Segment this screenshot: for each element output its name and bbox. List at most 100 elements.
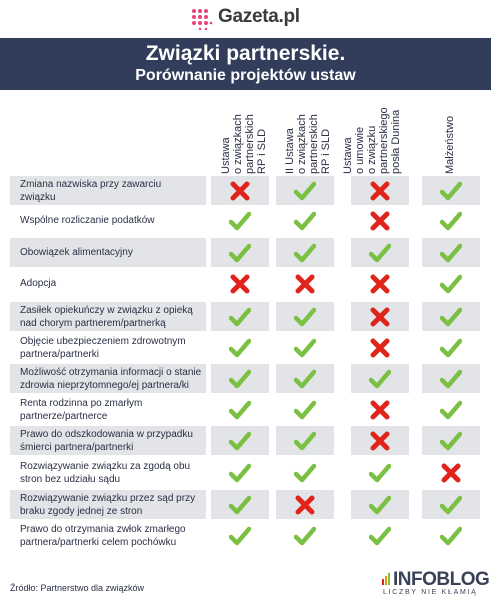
row-label: Obowiązek alimentacyjny — [20, 247, 133, 258]
cell-no — [351, 176, 409, 205]
cross-icon — [370, 338, 390, 357]
cell-yes — [211, 206, 269, 235]
cell-yes — [422, 426, 480, 455]
table-row: Rozwiązywanie związku przez sąd przy bra… — [10, 490, 481, 519]
cell-no — [422, 458, 480, 487]
check-icon — [440, 211, 462, 230]
cross-icon — [230, 181, 250, 200]
row-label: Wspólne rozliczanie podatków — [20, 215, 155, 226]
row-label: Objęcie ubezpieczeniem zdrowotnym partne… — [20, 336, 186, 360]
row-label: Zasiłek opiekuńczy w związku z opieką na… — [20, 305, 193, 329]
table-row: Obowiązek alimentacyjny — [10, 238, 481, 267]
table-row: Renta rodzinna po zmarłym partnerze/part… — [10, 395, 481, 424]
cross-icon — [295, 274, 315, 293]
check-icon — [294, 431, 316, 450]
cross-icon — [230, 274, 250, 293]
table-row: Wspólne rozliczanie podatków — [10, 206, 481, 235]
table-row: Prawo do otrzymania zwłok zmarłego partn… — [10, 521, 481, 550]
cell-yes — [211, 521, 269, 550]
check-icon — [440, 431, 462, 450]
column-header-2: II Ustawa o związkach partnerskich RP i … — [282, 96, 334, 174]
cell-yes — [276, 302, 334, 331]
cell-yes — [276, 364, 334, 393]
column-header-4: Małżeństwo — [424, 96, 476, 174]
cell-yes — [351, 490, 409, 519]
cell-yes — [351, 458, 409, 487]
table-row: Możliwość otrzymania informacji o stanie… — [10, 364, 481, 393]
cross-icon — [370, 400, 390, 419]
cell-yes — [422, 302, 480, 331]
check-icon — [294, 400, 316, 419]
cell-yes — [422, 521, 480, 550]
cross-icon — [370, 181, 390, 200]
check-icon — [369, 243, 391, 262]
row-label-background — [10, 490, 206, 519]
cross-icon — [370, 307, 390, 326]
check-icon — [229, 526, 251, 545]
check-icon — [229, 431, 251, 450]
check-icon — [294, 181, 316, 200]
table-row: Prawo do odszkodowania w przypadku śmier… — [10, 426, 481, 455]
check-icon — [229, 400, 251, 419]
bar-chart-icon — [382, 573, 390, 585]
check-icon — [440, 243, 462, 262]
cell-yes — [211, 333, 269, 362]
row-label: Rozwiązywanie związku przez sąd przy bra… — [20, 493, 196, 517]
cross-icon — [370, 431, 390, 450]
cell-yes — [276, 333, 334, 362]
row-label-background — [10, 302, 206, 331]
page-title: Związki partnerskie. — [145, 42, 346, 65]
cell-yes — [211, 302, 269, 331]
cross-icon — [370, 274, 390, 293]
cell-yes — [422, 238, 480, 267]
cell-no — [211, 176, 269, 205]
row-label: Prawo do odszkodowania w przypadku śmier… — [20, 429, 193, 453]
gazeta-logo-icon — [192, 9, 213, 30]
check-icon — [440, 307, 462, 326]
table-row: Zasiłek opiekuńczy w związku z opieką na… — [10, 302, 481, 331]
check-icon — [440, 369, 462, 388]
check-icon — [440, 400, 462, 419]
check-icon — [369, 463, 391, 482]
check-icon — [369, 369, 391, 388]
check-icon — [294, 338, 316, 357]
cell-no — [351, 333, 409, 362]
column-header-3: Ustawa o umowie o związku partnerskiego … — [342, 96, 402, 174]
cell-yes — [276, 458, 334, 487]
check-icon — [229, 307, 251, 326]
cell-yes — [211, 426, 269, 455]
column-header-label: Małżeństwo — [444, 115, 456, 174]
cell-yes — [422, 269, 480, 298]
check-icon — [294, 369, 316, 388]
table-row: Zmiana nazwiska przy zawarciu związku — [10, 176, 481, 205]
cell-yes — [351, 238, 409, 267]
cell-yes — [211, 364, 269, 393]
cell-yes — [211, 395, 269, 424]
cross-icon — [370, 211, 390, 230]
cell-yes — [276, 426, 334, 455]
row-label: Adopcja — [20, 278, 57, 289]
cell-yes — [351, 521, 409, 550]
check-icon — [229, 463, 251, 482]
row-label: Renta rodzinna po zmarłym partnerze/part… — [20, 398, 143, 422]
top-logo-bar: Gazeta.pl — [0, 0, 491, 38]
check-icon — [440, 274, 462, 293]
table-row: Adopcja — [10, 269, 481, 298]
cell-yes — [211, 490, 269, 519]
cell-no — [351, 269, 409, 298]
cell-no — [276, 490, 334, 519]
table-row: Objęcie ubezpieczeniem zdrowotnym partne… — [10, 333, 481, 362]
cell-yes — [422, 490, 480, 519]
cell-yes — [276, 238, 334, 267]
check-icon — [229, 211, 251, 230]
cell-yes — [351, 364, 409, 393]
cell-yes — [422, 333, 480, 362]
check-icon — [229, 495, 251, 514]
cross-icon — [441, 463, 461, 482]
cell-yes — [276, 176, 334, 205]
source-note: Źródło: Partnerstwo dla związków — [10, 583, 145, 593]
check-icon — [294, 307, 316, 326]
cell-no — [351, 395, 409, 424]
cell-yes — [211, 238, 269, 267]
check-icon — [440, 526, 462, 545]
